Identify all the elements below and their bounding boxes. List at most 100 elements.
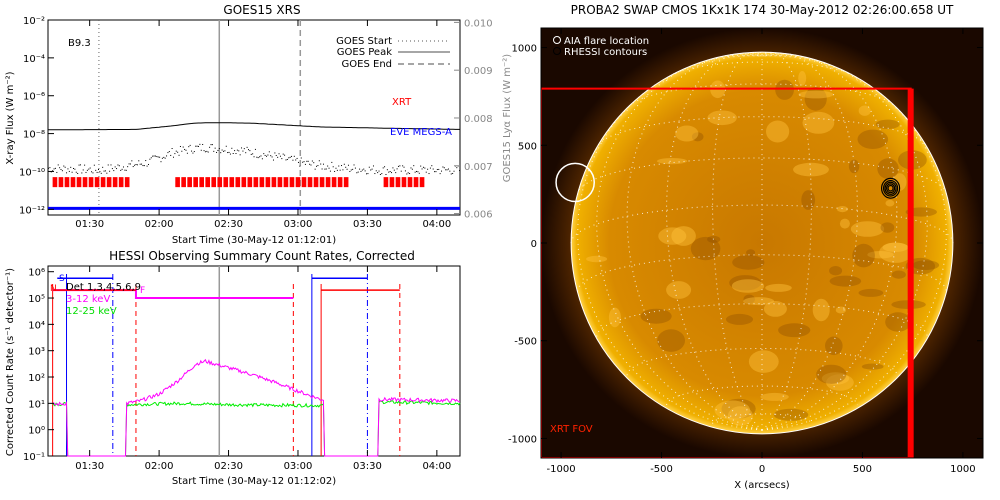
goes-short-point [243, 148, 245, 150]
swap-legend-aia: AIA flare location [564, 36, 649, 47]
goes-short-point [286, 158, 288, 160]
coronal-hole [690, 236, 721, 261]
xrt-coverage-block [100, 177, 106, 188]
goes-short-point [349, 170, 351, 172]
coronal-hole [885, 312, 911, 332]
goes-short-point [304, 163, 306, 165]
xrt-coverage-block [205, 177, 211, 188]
xrt-coverage-block [413, 177, 419, 188]
goes-short-point [197, 145, 199, 147]
goes-short-point [145, 160, 147, 162]
xrt-coverage-block [247, 177, 253, 188]
goes-short-point [329, 170, 331, 172]
longitude-line [712, 51, 763, 431]
hessi-y-tick-label: 10⁻¹ [23, 452, 45, 463]
goes-short-point [224, 150, 226, 152]
goes-short-point [257, 157, 259, 159]
swap-x-tick-label: 0 [759, 464, 765, 475]
goes-short-point [296, 157, 298, 159]
goes-short-point [60, 168, 62, 170]
goes-short-point [347, 164, 349, 166]
goes-short-point [89, 167, 91, 169]
goes-short-point [328, 167, 330, 169]
goes-short-point [325, 168, 327, 170]
goes-short-point [202, 143, 204, 145]
goes-short-point [204, 151, 206, 153]
hessi-x-tick-label: 02:30 [214, 461, 243, 472]
goes-short-point [82, 169, 84, 171]
goes-short-point [191, 150, 193, 152]
goes-short-point [411, 168, 413, 170]
goes-short-point [449, 170, 451, 172]
active-region [793, 162, 829, 177]
xrt-coverage-block [229, 177, 235, 188]
goes-y-axis-title: X-ray Flux (W m⁻²) [5, 71, 16, 164]
hessi-y-axis-title: Corrected Count Rate (s⁻¹ detector⁻¹) [5, 268, 16, 456]
xrt-coverage-block [223, 177, 229, 188]
goes-short-point [141, 163, 143, 165]
goes-short-point [56, 171, 58, 173]
goes-short-point [120, 169, 122, 171]
latitude-line [712, 413, 812, 424]
goes-short-point [207, 151, 209, 153]
goes-short-point [246, 146, 248, 148]
goes-short-point [338, 165, 340, 167]
swap-y-tick-label: 1000 [512, 44, 537, 55]
swap-panel: PROBA2 SWAP CMOS 1Kx1K 174 30-May-2012 0… [508, 3, 984, 491]
latitude-line [666, 385, 858, 406]
goes-short-point [78, 164, 80, 166]
coronal-hole [804, 86, 827, 111]
goes-short-point [295, 159, 297, 161]
goes-short-point [48, 167, 49, 169]
xrt-coverage-block [383, 177, 389, 188]
goes-short-point [374, 173, 376, 175]
goes-short-point [281, 158, 283, 160]
active-region [727, 406, 754, 426]
goes-short-point [236, 149, 238, 151]
goes-short-point [450, 173, 452, 175]
xrt-coverage-block [259, 177, 265, 188]
xrt-coverage-block [313, 177, 319, 188]
active-region [885, 199, 895, 207]
goes-short-point [447, 168, 449, 170]
goes-short-point [432, 168, 434, 170]
xrt-coverage-block [187, 177, 192, 188]
goes-short-point [59, 167, 61, 169]
goes-short-point [256, 156, 258, 158]
goes-short-point [136, 164, 138, 166]
goes-short-point [331, 161, 333, 163]
hessi-y-tick-label: 10³ [28, 347, 45, 358]
coronal-hole [721, 398, 756, 419]
goes-short-point [63, 165, 65, 167]
coronal-hole [691, 132, 704, 142]
longitude-line [596, 54, 763, 431]
xrt-coverage-block [331, 177, 337, 188]
goes-short-point [147, 163, 149, 165]
coronal-hole [848, 159, 860, 174]
goes-short-point [371, 168, 373, 170]
goes-short-point [306, 160, 308, 162]
goes-short-point [192, 152, 194, 154]
goes-short-point [211, 144, 213, 146]
goes-y-tick-label: 10⁻⁸ [23, 130, 45, 141]
goes-short-point [200, 149, 202, 151]
goes-short-point [278, 153, 280, 155]
goes-y-tick-label: 10⁻² [23, 16, 45, 27]
goes-short-point [396, 168, 398, 170]
active-region [760, 392, 789, 401]
xrt-coverage-block [94, 177, 100, 188]
hessi-legend-low: 3-12 keV [66, 294, 110, 305]
goes-short-point [357, 171, 359, 173]
goes-short-point [61, 170, 63, 172]
goes-short-point [320, 163, 322, 165]
goes-short-point [79, 164, 81, 166]
goes-short-point [321, 168, 323, 170]
goes-short-point [234, 150, 236, 152]
goes-short-point [416, 170, 418, 172]
goes-short-point [272, 159, 274, 161]
goes-short-point [311, 160, 313, 162]
goes-short-point [370, 169, 372, 171]
goes-short-point [170, 154, 172, 156]
hessi-legend: Det 1,3,4,5,6,9 3-12 keV 12-25 keV S N F [50, 274, 145, 317]
goes-short-point [128, 163, 130, 165]
